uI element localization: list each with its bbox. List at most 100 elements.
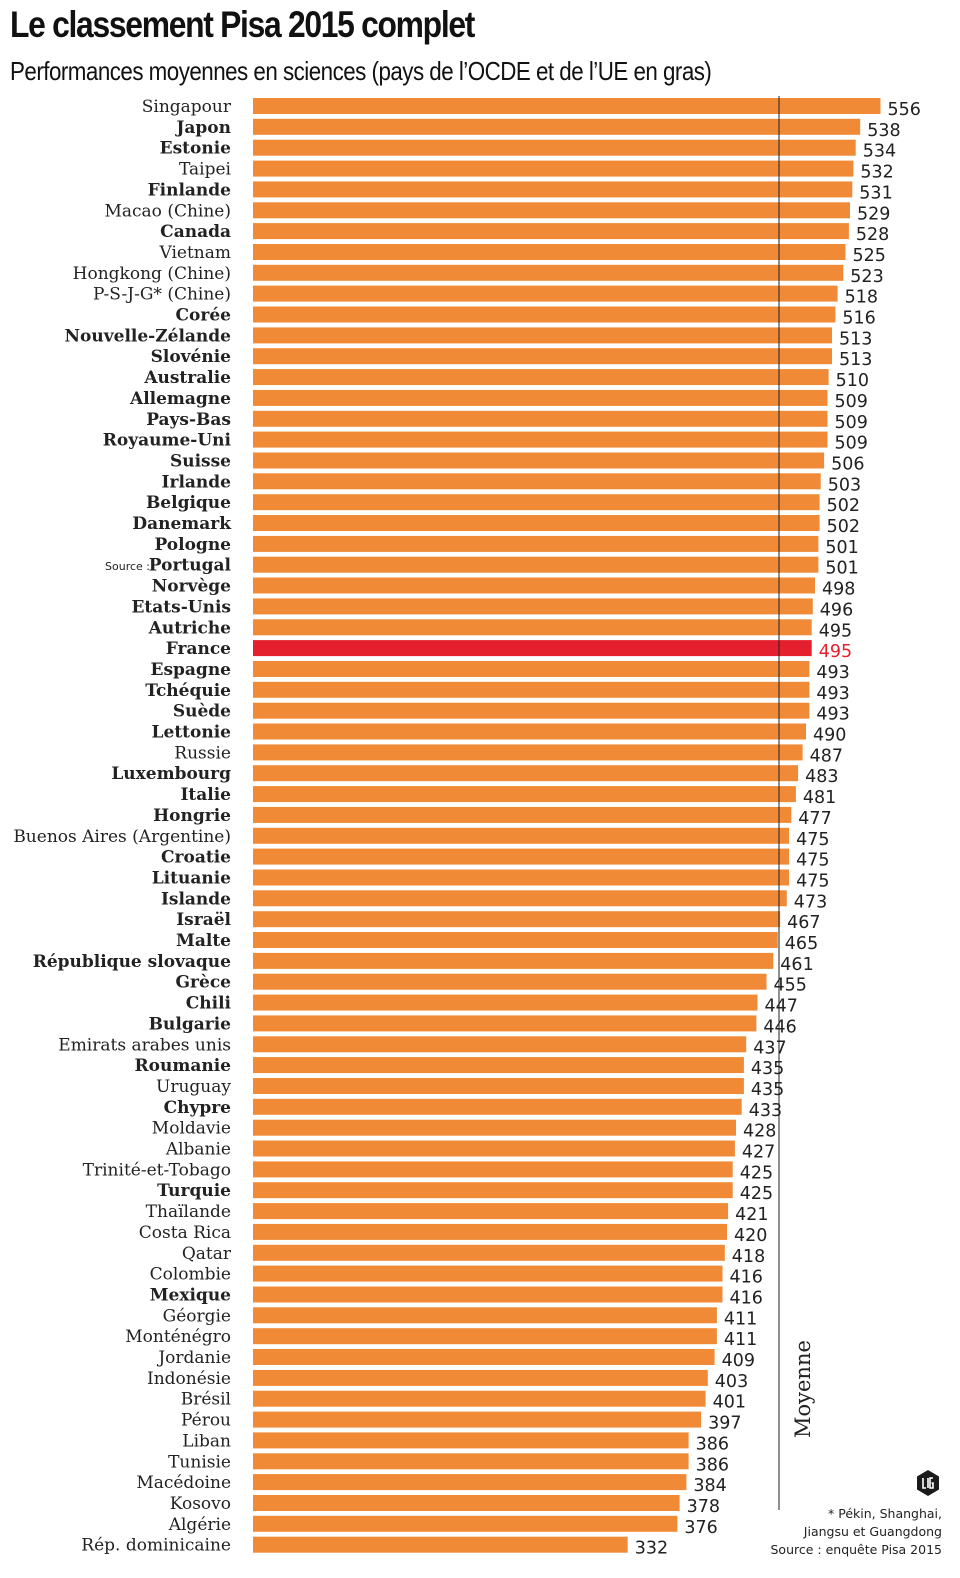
bar-espagne <box>253 661 810 677</box>
category-label: Pays-Bas <box>146 410 231 430</box>
category-label: Autriche <box>148 618 232 638</box>
bar-gr-ce <box>253 973 767 990</box>
bar-suisse <box>253 452 825 469</box>
bar-taipei <box>253 160 854 177</box>
value-label: 455 <box>774 976 807 996</box>
category-label: Japon <box>174 118 231 138</box>
bar-portugal <box>253 556 819 573</box>
category-label: Bulgarie <box>149 1014 232 1034</box>
value-label: 475 <box>796 830 829 850</box>
bar-uruguay <box>253 1078 744 1094</box>
category-label: Taipei <box>179 160 232 180</box>
publisher-logo-icon <box>917 1470 939 1496</box>
bar-trinit-et-tobago <box>253 1161 733 1178</box>
category-label: Hongkong (Chine) <box>73 264 231 284</box>
bar-lituanie <box>253 869 790 886</box>
category-label: Tchéquie <box>145 681 231 701</box>
bar-royaume-uni <box>253 431 828 448</box>
category-label: Etats-Unis <box>131 597 231 617</box>
value-label: 493 <box>816 705 849 725</box>
value-label: 477 <box>798 809 831 829</box>
category-label: Pérou <box>181 1411 231 1431</box>
bar-moldavie <box>253 1119 736 1136</box>
bar-emirats-arabes-unis <box>253 1036 747 1053</box>
value-label: 525 <box>853 246 886 266</box>
bar-chypre <box>253 1098 742 1115</box>
category-label: Suisse <box>170 452 231 472</box>
category-label: Rép. dominicaine <box>81 1536 231 1556</box>
bar-kosovo <box>253 1495 680 1511</box>
bar-vietnam <box>253 244 846 260</box>
value-label: 509 <box>835 392 868 412</box>
bar-danemark <box>253 515 820 531</box>
footnote-line: * Pékin, Shanghai, <box>828 1506 942 1521</box>
bars-group: Singapour 556 Japon 538 Estonie 534 Taipei 532 F… <box>13 97 921 1559</box>
value-label: 386 <box>696 1434 729 1454</box>
value-label: 556 <box>888 100 921 120</box>
category-label: Italie <box>180 785 231 805</box>
bar-costa-rica <box>253 1223 727 1240</box>
category-label: Géorgie <box>163 1306 231 1326</box>
category-label: Chili <box>186 994 232 1014</box>
category-label: Luxembourg <box>111 764 231 784</box>
category-label: Russie <box>174 743 231 763</box>
category-label: Portugal <box>149 556 232 576</box>
bar-turquie <box>253 1182 733 1199</box>
category-label: Slovénie <box>151 347 232 367</box>
category-label: Macao (Chine) <box>104 201 231 221</box>
bar-isra-l <box>253 911 781 928</box>
category-label: Macédoine <box>136 1473 231 1493</box>
category-label: Australie <box>143 368 231 388</box>
bar-roumanie <box>253 1057 744 1074</box>
category-label: Kosovo <box>170 1494 231 1514</box>
bar-slov-nie <box>253 348 832 365</box>
value-label: 513 <box>839 350 872 370</box>
bar-islande <box>253 890 787 907</box>
category-label: Algérie <box>168 1515 231 1535</box>
category-label: Chypre <box>164 1098 232 1118</box>
bar-malte <box>253 932 778 948</box>
category-label: Uruguay <box>156 1077 231 1097</box>
bar-russie <box>253 744 803 761</box>
bar-chili <box>253 994 758 1011</box>
category-label: Belgique <box>146 493 231 513</box>
value-label: 435 <box>751 1059 784 1079</box>
bar-canada <box>253 223 849 240</box>
footnote-line: Jiangsu et Guangdong <box>803 1524 942 1539</box>
value-label: 425 <box>740 1184 773 1204</box>
bar-hongrie <box>253 806 792 823</box>
value-label: 498 <box>822 580 855 600</box>
bar-nouvelle-z-lande <box>253 327 832 344</box>
value-label: 411 <box>724 1309 757 1329</box>
value-label: 502 <box>827 517 860 537</box>
value-label: 529 <box>857 204 890 224</box>
bar-liban <box>253 1432 689 1449</box>
bar-bulgarie <box>253 1015 757 1032</box>
bar-lettonie <box>253 723 806 740</box>
value-label: 516 <box>842 309 875 329</box>
bar-macao-chine- <box>253 202 850 219</box>
category-label: Turquie <box>157 1181 231 1201</box>
category-label: Jordanie <box>156 1348 231 1368</box>
category-label: Estonie <box>160 139 232 159</box>
category-label: Canada <box>160 222 231 242</box>
bar-mac-doine <box>253 1474 687 1491</box>
value-label: 495 <box>819 621 852 641</box>
value-label: 376 <box>684 1518 717 1538</box>
bar-mont-n-gro <box>253 1328 717 1345</box>
bar-colombie <box>253 1265 723 1282</box>
category-label: France <box>166 639 231 659</box>
source-note: Source : enquête Pisa 2015 <box>770 1542 942 1557</box>
bar-mexique <box>253 1286 723 1303</box>
value-label: 483 <box>805 767 838 787</box>
category-label: Israël <box>176 910 231 930</box>
value-label: 332 <box>635 1539 668 1559</box>
value-label: 502 <box>827 496 860 516</box>
bar-alg-rie <box>253 1515 678 1532</box>
value-label: 425 <box>740 1163 773 1183</box>
value-label: 528 <box>856 225 889 245</box>
value-label: 473 <box>794 892 827 912</box>
bar-cor-e <box>253 306 836 323</box>
value-label: 467 <box>787 913 820 933</box>
category-label: Emirats arabes unis <box>58 1035 231 1055</box>
